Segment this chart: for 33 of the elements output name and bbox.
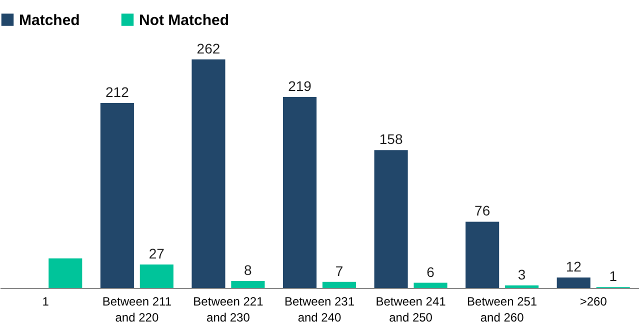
bar — [322, 282, 356, 288]
bar — [140, 264, 174, 288]
x-tick-label: Between 241 and 250 — [376, 294, 446, 324]
data-label: 76 — [474, 202, 490, 219]
legend-label: Matched — [19, 12, 80, 29]
x-tick-label: Between 231 and 240 — [284, 294, 355, 324]
data-label: 262 — [196, 40, 220, 56]
data-label: 1 — [609, 268, 618, 284]
bar — [466, 222, 500, 288]
bar — [556, 278, 590, 288]
data-label: 12 — [566, 258, 582, 275]
data-label: 8 — [244, 262, 252, 278]
legend-label: Not Matched — [139, 12, 229, 29]
bar — [231, 281, 265, 288]
data-label: 219 — [288, 78, 312, 94]
bar — [414, 282, 448, 288]
x-tick-label: >260 — [580, 294, 608, 308]
x-tick-label: Between 211 and 220 — [102, 294, 172, 324]
x-tick-label: Between 251 and 260 — [467, 294, 538, 324]
bar — [48, 258, 82, 288]
x-tick-label: Between 221 and 230 — [193, 294, 264, 324]
data-label: 6 — [426, 264, 435, 280]
data-label: 7 — [335, 262, 344, 279]
x-tick-label: 1 — [42, 294, 50, 308]
data-label: 3 — [518, 266, 526, 282]
data-label: 212 — [106, 84, 130, 100]
bar — [100, 103, 134, 288]
data-label: 27 — [148, 245, 165, 262]
data-label: 158 — [379, 131, 403, 148]
bar — [374, 150, 408, 288]
bar — [505, 285, 539, 288]
bar — [192, 59, 226, 288]
bar — [282, 96, 317, 288]
